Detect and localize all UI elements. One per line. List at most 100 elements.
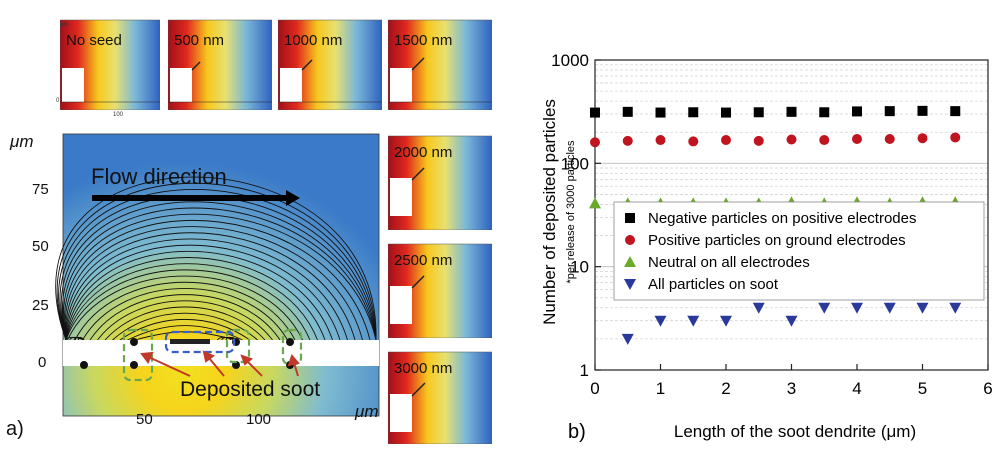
field-line	[127, 325, 243, 341]
deposit-highlight-blue	[164, 330, 236, 354]
field-lines	[55, 176, 377, 366]
field-map	[388, 351, 492, 444]
legend: Negative particles on positive electrode…	[613, 201, 985, 301]
soot-layer	[170, 339, 210, 344]
data-point	[786, 134, 797, 145]
data-point	[950, 132, 961, 143]
x-tick-label: 2	[721, 379, 730, 398]
data-point	[655, 135, 666, 146]
y-axis-note: *per release of 3000 particles	[565, 140, 577, 284]
x-tick-label: 3	[787, 379, 796, 398]
field-line	[60, 201, 377, 341]
legend-marker	[624, 279, 636, 290]
panel-b-deposition-chart: 1 10 100 1000 0 1 2 3 4 5 6 Negative particles on …	[520, 0, 993, 446]
data-point	[852, 133, 862, 144]
legend-marker	[624, 256, 636, 267]
field-map	[388, 135, 492, 230]
field-line	[119, 319, 251, 341]
data-point	[622, 135, 633, 146]
field-line	[74, 281, 296, 341]
data-point	[884, 106, 895, 117]
field-map	[388, 19, 492, 110]
deposited-soot-label: Deposited soot	[180, 378, 321, 401]
field-line	[65, 269, 311, 341]
y-tick-label: 1000	[551, 51, 589, 70]
electrode-dot	[80, 361, 88, 369]
field-line	[65, 244, 341, 341]
y-tick-label: 10	[570, 258, 589, 277]
field-line	[65, 238, 348, 341]
data-point	[753, 135, 764, 146]
data-point	[590, 107, 600, 118]
field-line	[82, 288, 288, 341]
field-line	[62, 207, 377, 341]
thumbnail-3000nm: 3000 nm	[388, 346, 492, 444]
data-point	[621, 333, 634, 345]
data-point	[883, 302, 896, 314]
thumbnail-1500nm: 1500 nm	[388, 10, 492, 110]
data-point	[917, 105, 928, 116]
data-point	[949, 302, 962, 314]
data-point	[917, 133, 928, 144]
thumbnail-label: 3000 nm	[394, 360, 453, 377]
thumbnail-label: 500 nm	[174, 32, 225, 49]
data-point	[819, 107, 830, 118]
field-line	[57, 182, 377, 341]
data-point	[819, 135, 830, 146]
y-unit-label: μm	[10, 132, 34, 151]
data-point	[590, 137, 600, 148]
field-line	[65, 263, 318, 341]
deposit-highlight-green	[225, 328, 251, 364]
field-line	[65, 250, 333, 341]
y-axis-label: Number of deposited particles	[540, 99, 559, 325]
thumbnail-no-seed: No seed	[60, 10, 160, 110]
field-line	[89, 294, 281, 341]
data-point	[852, 106, 862, 117]
field-line	[104, 306, 266, 341]
electrode-dot	[130, 361, 138, 369]
field-line	[65, 257, 326, 341]
field-line	[112, 312, 258, 341]
field-map	[60, 19, 160, 110]
thumbnail-1000nm: 1000 nm	[278, 10, 382, 110]
flow-direction-label: Flow direction	[91, 164, 227, 189]
legend-marker	[625, 213, 635, 223]
deposit-arrows	[140, 350, 300, 377]
field-background	[63, 134, 379, 416]
field-line	[67, 275, 303, 341]
data-point	[589, 197, 601, 209]
x-unit-label: μm	[355, 402, 379, 421]
thumbnail-label: 1000 nm	[284, 32, 343, 49]
thumbnail-500nm: 500 nm	[168, 10, 272, 110]
thumbnail-label: 2500 nm	[394, 252, 453, 269]
x-tick-label: 4	[852, 379, 861, 398]
data-point	[687, 315, 700, 327]
field-line	[58, 188, 377, 341]
data-point	[818, 302, 831, 314]
data-point	[916, 302, 929, 314]
data-point	[720, 315, 732, 327]
data-point	[654, 315, 667, 327]
x-tick-label: 1	[656, 379, 665, 398]
legend-box	[613, 201, 985, 301]
data-point	[851, 302, 863, 314]
thumbnail-label: 1500 nm	[394, 32, 453, 49]
thumbnail-label: No seed	[66, 32, 122, 49]
x-tick-label: 6	[983, 379, 992, 398]
x-tick-label: 0	[590, 379, 599, 398]
electrode-dot	[286, 338, 294, 346]
data-point	[721, 107, 731, 118]
thumbnail-label: 2000 nm	[394, 144, 453, 161]
thumb-tick-0: 0	[56, 98, 60, 104]
data-point	[721, 135, 731, 146]
data-point	[884, 133, 895, 144]
field-map	[388, 243, 492, 338]
data-point	[753, 107, 764, 118]
data-point	[786, 106, 797, 117]
y-tick: 0	[38, 354, 47, 371]
legend-label: Negative particles on positive electrode…	[648, 210, 916, 227]
y-tick: 50	[32, 238, 49, 255]
field-map	[168, 19, 272, 110]
